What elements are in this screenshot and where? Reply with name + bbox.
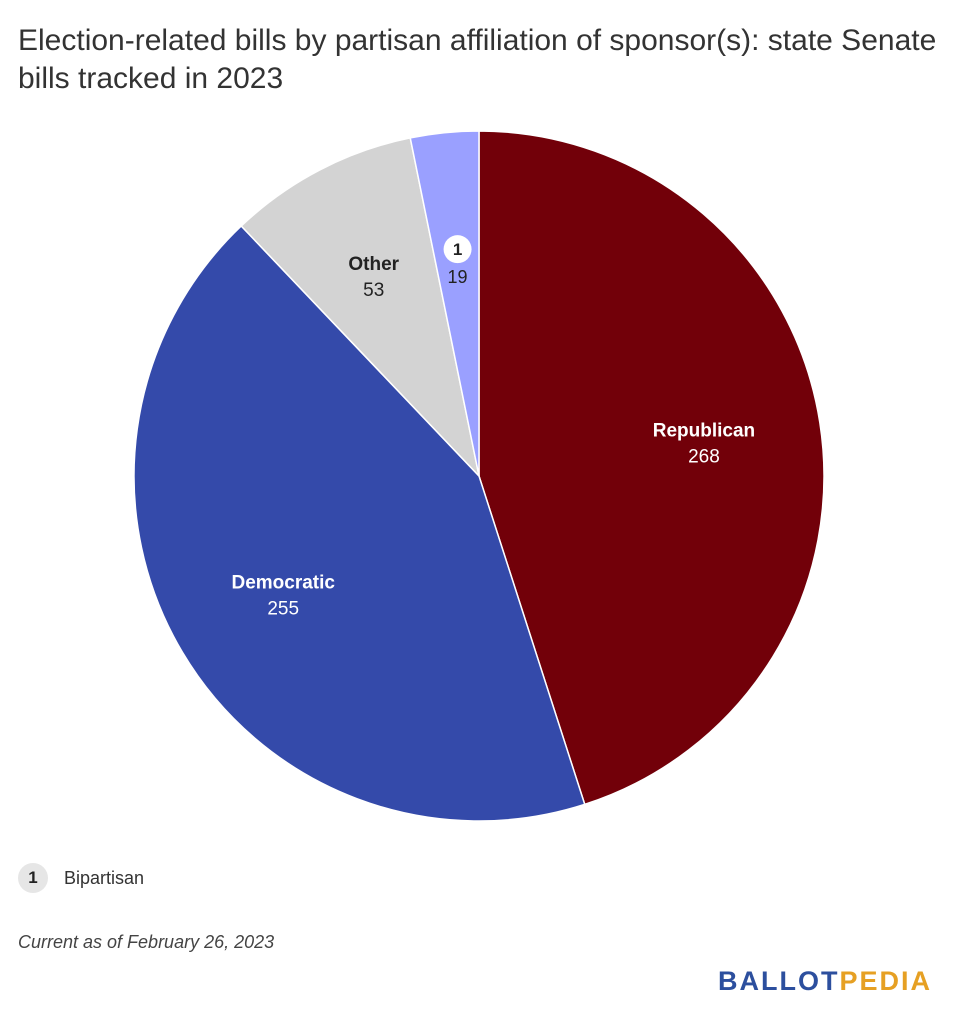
pie-slice-democratic <box>133 224 586 822</box>
pie-slice-bipartisan <box>409 130 480 477</box>
slice-value-bipartisan: 19 <box>448 267 468 287</box>
notes: Current as of February 26, 2023 <box>18 932 275 952</box>
slice-label-other: Other <box>348 254 399 275</box>
logo-part-ballot: BALLOT <box>717 966 840 996</box>
ballotpedia-logo: BALLOTPEDIA <box>718 966 932 997</box>
slice-value-republican: 268 <box>688 447 720 468</box>
footnote-text: Bipartisan <box>64 867 145 888</box>
pie-slice-other <box>240 137 481 479</box>
slice-label-bipartisan: 1 <box>453 240 462 259</box>
slice-value-other: 53 <box>363 280 384 301</box>
footnote-marker: 1 <box>18 863 48 893</box>
slice-value-democratic: 255 <box>267 598 299 619</box>
logo-part-pedia: PEDIA <box>839 966 932 996</box>
slice-label-republican: Republican <box>653 421 755 442</box>
footnote-legend: 1 Bipartisan <box>18 862 144 894</box>
slice-footnote-badge <box>443 235 472 264</box>
slice-label-democratic: Democratic <box>231 572 335 593</box>
chart-title: Election-related bills by partisan affil… <box>18 24 937 95</box>
pie-slice-republican <box>478 130 825 806</box>
